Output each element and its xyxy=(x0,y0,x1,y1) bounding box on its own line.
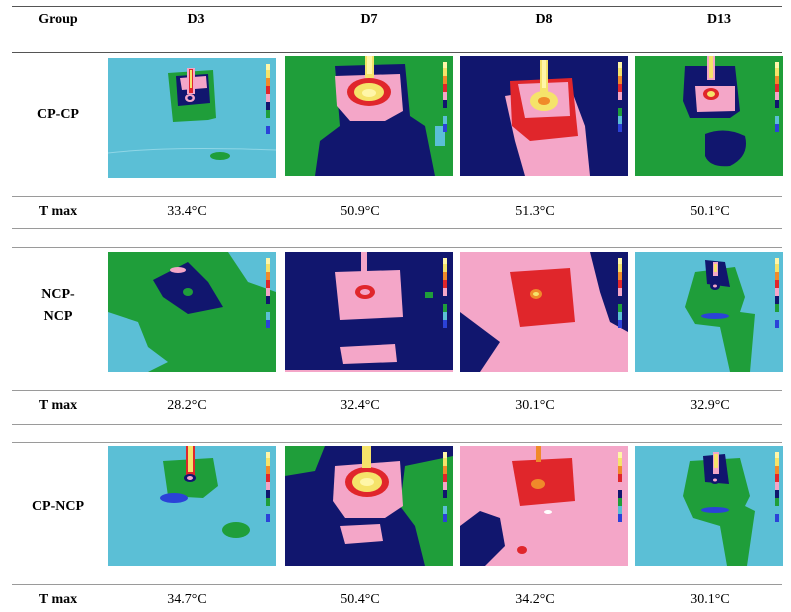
tmax-value: 50.4°C xyxy=(340,592,380,607)
scale-bar xyxy=(443,62,447,132)
tmax-label: T max xyxy=(38,204,78,219)
scale-bar xyxy=(618,452,622,522)
tmax-value: 50.9°C xyxy=(340,204,380,219)
scale-bar xyxy=(266,258,270,328)
thermal-image-cp-cp-d8 xyxy=(460,56,628,176)
group-label-line: CP-NCP xyxy=(31,499,85,514)
row-rule xyxy=(12,390,782,391)
group-label-line: NCP- xyxy=(41,287,75,302)
tmax-value: 28.2°C xyxy=(167,398,207,413)
scale-bar xyxy=(775,258,779,328)
thermal-image-ncp-ncp-d3 xyxy=(108,252,276,372)
thermal-image-cp-cp-d3 xyxy=(108,58,276,178)
scale-bar xyxy=(443,452,447,522)
scale-bar xyxy=(266,64,270,134)
header-group: Group xyxy=(38,12,78,27)
scale-bar xyxy=(618,258,622,328)
group-label-ncp-ncp: NCP- NCP xyxy=(12,284,104,328)
thermal-image-ncp-ncp-d7 xyxy=(285,252,453,372)
row-rule xyxy=(12,228,782,229)
tmax-value: 51.3°C xyxy=(515,204,555,219)
table-top-rule xyxy=(12,6,782,7)
thermal-image-cp-ncp-d8 xyxy=(460,446,628,566)
tmax-value: 33.4°C xyxy=(167,204,207,219)
thermal-image-ncp-ncp-d13 xyxy=(635,252,791,372)
thermal-image-cp-ncp-d13 xyxy=(635,446,791,566)
header-d3: D3 xyxy=(187,12,205,27)
thermal-image-cp-cp-d7 xyxy=(285,56,453,176)
scale-bar xyxy=(266,452,270,522)
row-rule xyxy=(12,584,782,585)
row-rule xyxy=(12,424,782,425)
tmax-value: 50.1°C xyxy=(690,204,730,219)
tmax-value: 30.1°C xyxy=(515,398,555,413)
thermal-image-cp-ncp-d3 xyxy=(108,446,276,566)
tmax-value: 32.4°C xyxy=(340,398,380,413)
header-d13: D13 xyxy=(706,12,732,27)
tmax-value: 32.9°C xyxy=(690,398,730,413)
row-rule xyxy=(12,247,782,248)
tmax-value: 34.7°C xyxy=(167,592,207,607)
header-rule xyxy=(12,52,782,53)
tmax-label: T max xyxy=(38,398,78,413)
thermal-image-cp-cp-d13 xyxy=(635,56,791,176)
group-label-line: CP-CP xyxy=(37,107,79,122)
thermal-image-cp-ncp-d7 xyxy=(285,446,453,566)
row-rule xyxy=(12,196,782,197)
header-d8: D8 xyxy=(535,12,553,27)
scale-bar xyxy=(775,62,779,132)
group-label-line: NCP xyxy=(43,309,73,324)
tmax-label: T max xyxy=(38,592,78,607)
header-d7: D7 xyxy=(360,12,378,27)
thermal-image-ncp-ncp-d8 xyxy=(460,252,628,372)
tmax-value: 30.1°C xyxy=(690,592,730,607)
group-label-cp-cp: CP-CP xyxy=(12,104,104,126)
row-rule xyxy=(12,442,782,443)
scale-bar xyxy=(618,62,622,132)
tmax-value: 34.2°C xyxy=(515,592,555,607)
scale-bar xyxy=(443,258,447,328)
group-label-cp-ncp: CP-NCP xyxy=(12,496,104,518)
scale-bar xyxy=(775,452,779,522)
